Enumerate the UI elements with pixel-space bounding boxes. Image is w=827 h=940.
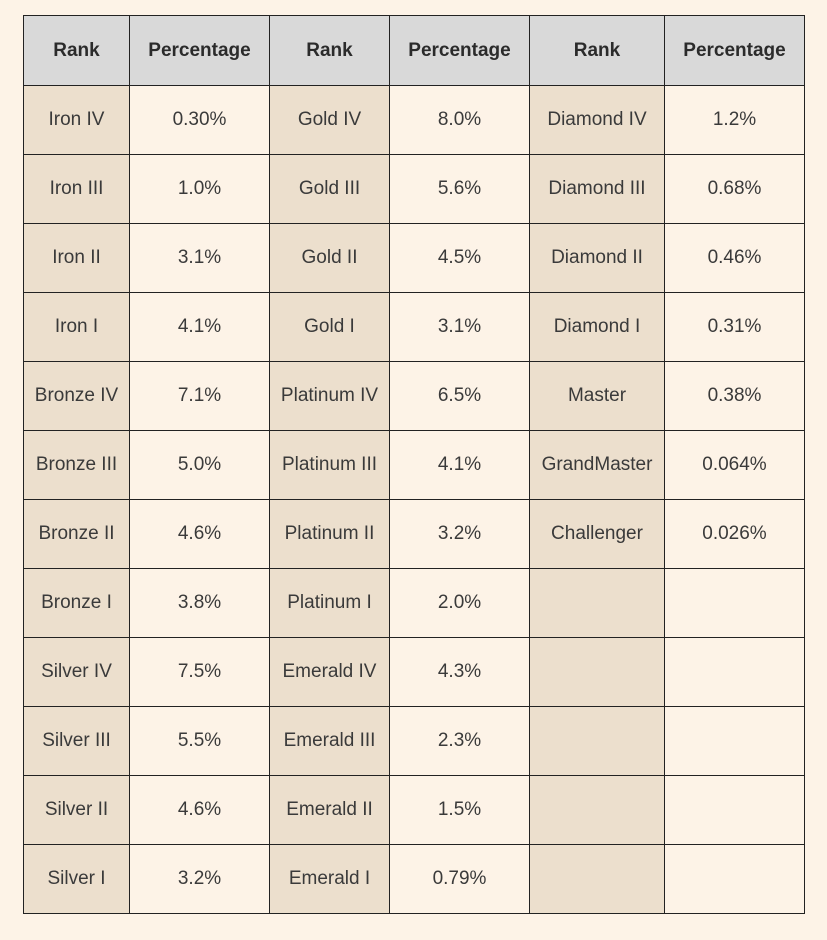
header-row: Rank Percentage Rank Percentage Rank Per… <box>23 15 805 86</box>
percentage-cell: 7.1% <box>129 361 270 431</box>
percentage-cell: 5.5% <box>129 706 270 776</box>
rank-cell: Platinum II <box>269 499 390 569</box>
table-row: Iron III 1.0% Gold III 5.6% Diamond III … <box>23 154 805 224</box>
table-row: Silver I 3.2% Emerald I 0.79% <box>23 844 805 914</box>
rank-cell: Emerald II <box>269 775 390 845</box>
header-rank: Rank <box>23 15 130 86</box>
percentage-cell: 3.2% <box>129 844 270 914</box>
rank-cell: Diamond I <box>529 292 665 362</box>
percentage-cell: 0.68% <box>664 154 805 224</box>
header-percentage: Percentage <box>389 15 530 86</box>
rank-distribution-table-wrapper: Rank Percentage Rank Percentage Rank Per… <box>23 15 805 914</box>
percentage-cell: 0.79% <box>389 844 530 914</box>
table-row: Bronze I 3.8% Platinum I 2.0% <box>23 568 805 638</box>
rank-cell: Master <box>529 361 665 431</box>
percentage-cell <box>664 775 805 845</box>
rank-cell: Gold II <box>269 223 390 293</box>
percentage-cell: 0.38% <box>664 361 805 431</box>
percentage-cell: 3.1% <box>129 223 270 293</box>
rank-cell: Iron III <box>23 154 130 224</box>
rank-cell: Emerald I <box>269 844 390 914</box>
rank-cell: Bronze II <box>23 499 130 569</box>
table-row: Silver IV 7.5% Emerald IV 4.3% <box>23 637 805 707</box>
percentage-cell <box>664 568 805 638</box>
rank-cell: Bronze I <box>23 568 130 638</box>
percentage-cell: 5.6% <box>389 154 530 224</box>
rank-cell: Platinum III <box>269 430 390 500</box>
percentage-cell: 4.1% <box>129 292 270 362</box>
rank-cell: Gold III <box>269 154 390 224</box>
percentage-cell <box>664 706 805 776</box>
rank-cell: Diamond IV <box>529 85 665 155</box>
table-row: Silver III 5.5% Emerald III 2.3% <box>23 706 805 776</box>
table-row: Iron I 4.1% Gold I 3.1% Diamond I 0.31% <box>23 292 805 362</box>
percentage-cell: 2.3% <box>389 706 530 776</box>
rank-cell <box>529 706 665 776</box>
percentage-cell: 1.0% <box>129 154 270 224</box>
header-percentage: Percentage <box>129 15 270 86</box>
rank-cell: Silver I <box>23 844 130 914</box>
header-rank: Rank <box>269 15 390 86</box>
percentage-cell: 8.0% <box>389 85 530 155</box>
rank-cell: Silver IV <box>23 637 130 707</box>
rank-cell: Bronze IV <box>23 361 130 431</box>
rank-cell: GrandMaster <box>529 430 665 500</box>
rank-cell: Iron IV <box>23 85 130 155</box>
table-row: Bronze II 4.6% Platinum II 3.2% Challeng… <box>23 499 805 569</box>
percentage-cell: 0.026% <box>664 499 805 569</box>
percentage-cell: 5.0% <box>129 430 270 500</box>
rank-cell: Diamond II <box>529 223 665 293</box>
table-row: Silver II 4.6% Emerald II 1.5% <box>23 775 805 845</box>
rank-cell <box>529 844 665 914</box>
percentage-cell: 4.6% <box>129 499 270 569</box>
percentage-cell: 7.5% <box>129 637 270 707</box>
percentage-cell: 4.5% <box>389 223 530 293</box>
percentage-cell: 3.1% <box>389 292 530 362</box>
rank-cell: Gold I <box>269 292 390 362</box>
percentage-cell: 4.1% <box>389 430 530 500</box>
percentage-cell: 4.6% <box>129 775 270 845</box>
rank-cell: Silver II <box>23 775 130 845</box>
rank-cell: Platinum I <box>269 568 390 638</box>
rank-cell <box>529 775 665 845</box>
header-percentage: Percentage <box>664 15 805 86</box>
table-row: Iron II 3.1% Gold II 4.5% Diamond II 0.4… <box>23 223 805 293</box>
percentage-cell: 2.0% <box>389 568 530 638</box>
rank-cell: Iron II <box>23 223 130 293</box>
table-row: Bronze III 5.0% Platinum III 4.1% GrandM… <box>23 430 805 500</box>
percentage-cell: 4.3% <box>389 637 530 707</box>
percentage-cell: 3.8% <box>129 568 270 638</box>
rank-cell: Emerald IV <box>269 637 390 707</box>
table-header: Rank Percentage Rank Percentage Rank Per… <box>23 15 805 86</box>
percentage-cell: 1.2% <box>664 85 805 155</box>
rank-distribution-table: Rank Percentage Rank Percentage Rank Per… <box>23 15 805 914</box>
percentage-cell: 1.5% <box>389 775 530 845</box>
table-row: Iron IV 0.30% Gold IV 8.0% Diamond IV 1.… <box>23 85 805 155</box>
rank-cell: Iron I <box>23 292 130 362</box>
percentage-cell: 0.30% <box>129 85 270 155</box>
header-rank: Rank <box>529 15 665 86</box>
percentage-cell <box>664 844 805 914</box>
rank-cell: Diamond III <box>529 154 665 224</box>
table-body: Iron IV 0.30% Gold IV 8.0% Diamond IV 1.… <box>23 85 805 914</box>
percentage-cell: 6.5% <box>389 361 530 431</box>
percentage-cell <box>664 637 805 707</box>
percentage-cell: 0.31% <box>664 292 805 362</box>
rank-cell: Challenger <box>529 499 665 569</box>
percentage-cell: 0.46% <box>664 223 805 293</box>
rank-cell <box>529 637 665 707</box>
rank-cell <box>529 568 665 638</box>
table-row: Bronze IV 7.1% Platinum IV 6.5% Master 0… <box>23 361 805 431</box>
percentage-cell: 3.2% <box>389 499 530 569</box>
rank-cell: Platinum IV <box>269 361 390 431</box>
rank-cell: Silver III <box>23 706 130 776</box>
rank-cell: Emerald III <box>269 706 390 776</box>
rank-cell: Gold IV <box>269 85 390 155</box>
rank-cell: Bronze III <box>23 430 130 500</box>
percentage-cell: 0.064% <box>664 430 805 500</box>
